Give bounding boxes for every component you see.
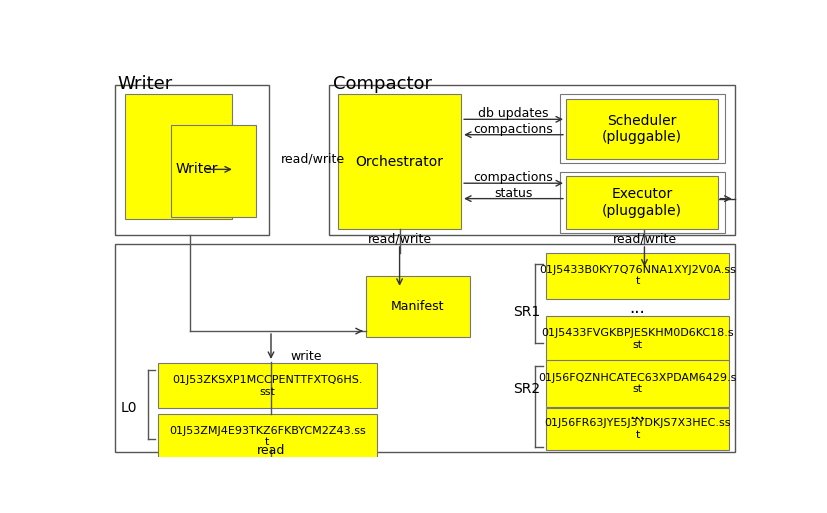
Text: read/write: read/write: [367, 232, 432, 245]
Text: Writer: Writer: [175, 162, 218, 176]
Text: read: read: [257, 444, 285, 457]
Bar: [115, 85, 269, 235]
Text: read/write: read/write: [612, 232, 676, 245]
Bar: [366, 275, 470, 337]
Text: Orchestrator: Orchestrator: [356, 154, 443, 169]
Bar: [566, 176, 718, 229]
Bar: [329, 85, 734, 235]
Text: ...: ...: [629, 299, 645, 317]
Text: 01J53ZKSXP1MCCPENTTFXTQ6HS.
sst: 01J53ZKSXP1MCCPENTTFXTQ6HS. sst: [172, 375, 362, 397]
Bar: [546, 360, 729, 406]
Text: compactions: compactions: [474, 171, 553, 184]
Bar: [546, 408, 729, 450]
Bar: [546, 315, 729, 362]
Bar: [566, 98, 718, 159]
Bar: [560, 94, 725, 163]
Text: Executor
(pluggable): Executor (pluggable): [602, 187, 682, 218]
Text: 01J56FR63JYE5J3YDKJS7X3HEC.ss
t: 01J56FR63JYE5J3YDKJS7X3HEC.ss t: [544, 418, 731, 440]
Text: write: write: [290, 350, 322, 363]
Text: compactions: compactions: [474, 123, 553, 136]
Text: db updates: db updates: [478, 107, 549, 121]
Text: read/write: read/write: [281, 153, 345, 166]
Bar: [171, 125, 256, 217]
Bar: [158, 414, 377, 459]
Text: L0: L0: [121, 401, 137, 415]
Bar: [115, 244, 734, 452]
Text: SR1: SR1: [514, 305, 541, 319]
Text: ...: ...: [629, 405, 645, 423]
Text: SR2: SR2: [514, 382, 541, 396]
Text: Writer: Writer: [117, 75, 172, 93]
Text: status: status: [495, 187, 533, 200]
Bar: [560, 172, 725, 233]
Text: 01J56FQZNHCATEC63XPDAM6429.s
st: 01J56FQZNHCATEC63XPDAM6429.s st: [538, 372, 737, 394]
Bar: [546, 252, 729, 299]
Bar: [338, 94, 461, 229]
Bar: [158, 363, 377, 408]
Text: Compactor: Compactor: [332, 75, 432, 93]
Text: 01J53ZMJ4E93TKZ6FKBYCM2Z43.ss
t: 01J53ZMJ4E93TKZ6FKBYCM2Z43.ss t: [169, 426, 366, 447]
Text: 01J5433FVGKBPJESKHM0D6KC18.s
st: 01J5433FVGKBPJESKHM0D6KC18.s st: [541, 328, 734, 349]
Text: Scheduler
(pluggable): Scheduler (pluggable): [602, 114, 682, 145]
Bar: [125, 94, 232, 220]
Text: 01J5433B0KY7Q76NNA1XYJ2V0A.ss
t: 01J5433B0KY7Q76NNA1XYJ2V0A.ss t: [539, 265, 736, 286]
Text: Manifest: Manifest: [390, 300, 444, 313]
